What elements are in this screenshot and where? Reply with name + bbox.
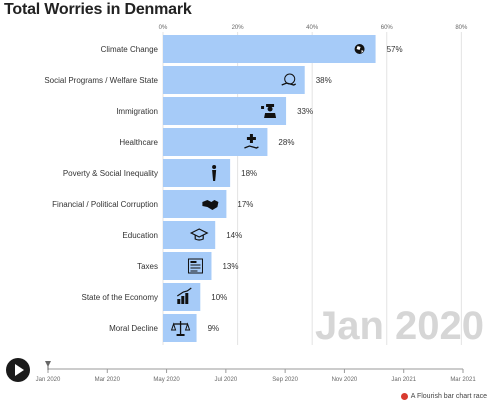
rising-bar-chart-icon — [176, 287, 192, 304]
bar — [163, 314, 197, 342]
timeline-label[interactable]: Mar 2020 — [95, 377, 121, 383]
category-label: Taxes — [137, 262, 158, 271]
value-label: 17% — [237, 200, 253, 209]
x-tick-label: 40% — [306, 25, 319, 31]
timeline[interactable]: Jan 2020 Mar 2020 May 2020 Jul 2020 Sep 2020… — [36, 361, 477, 383]
x-axis-ticks: 0% 20% 40% 60% 80% — [159, 25, 468, 31]
period-label: Jan 2020 — [315, 304, 484, 348]
value-label: 13% — [222, 262, 238, 271]
timeline-handle[interactable] — [45, 361, 51, 367]
bar-group: State of the Economy 10% — [82, 283, 227, 311]
bar-group: Education 14% — [122, 221, 242, 249]
category-label: Healthcare — [119, 138, 158, 147]
handshake-icon — [202, 200, 219, 210]
play-button[interactable] — [6, 358, 30, 382]
value-label: 10% — [211, 293, 227, 302]
flourish-credit[interactable]: A Flourish bar chart race — [400, 393, 487, 400]
category-label: Immigration — [116, 107, 158, 116]
value-label: 57% — [387, 45, 403, 54]
value-label: 33% — [297, 107, 313, 116]
person-standing-icon — [212, 165, 217, 181]
category-label: Climate Change — [101, 45, 159, 54]
category-label: State of the Economy — [82, 293, 159, 302]
value-label: 14% — [226, 231, 242, 240]
hand-holding-coin-icon — [281, 73, 297, 86]
x-tick-label: 60% — [381, 25, 394, 31]
category-label: Education — [122, 231, 158, 240]
play-icon — [15, 364, 24, 376]
bar-group: Social Programs / Welfare State 38% — [44, 66, 332, 94]
bars: Climate Change 57% Social Programs / Welfa… — [44, 35, 403, 342]
bar — [163, 252, 212, 280]
value-label: 38% — [316, 76, 332, 85]
officer-icon — [261, 104, 277, 118]
timeline-label[interactable]: Jul 2020 — [215, 377, 238, 383]
flourish-logo-icon — [400, 393, 408, 400]
timeline-label[interactable]: Jan 2021 — [391, 377, 416, 383]
value-label: 18% — [241, 169, 257, 178]
scales-icon — [170, 321, 191, 336]
timeline-label[interactable]: Sep 2020 — [272, 377, 298, 383]
timeline-label[interactable]: May 2020 — [153, 377, 180, 383]
category-label: Social Programs / Welfare State — [44, 76, 158, 85]
category-label: Moral Decline — [109, 324, 158, 333]
bar — [163, 159, 231, 187]
bar-group: Moral Decline 9% — [109, 314, 219, 342]
x-tick-label: 0% — [159, 25, 168, 31]
chart-title: Total Worries in Denmark — [4, 1, 192, 18]
tax-form-icon — [187, 258, 203, 274]
bar — [163, 35, 376, 63]
hand-medical-cross-icon — [244, 134, 259, 149]
bar — [163, 221, 216, 249]
value-label: 9% — [208, 324, 220, 333]
bar-group: Healthcare 28% — [119, 128, 294, 156]
flourish-credit-label: A Flourish bar chart race — [410, 393, 487, 400]
bar-group: Climate Change 57% — [101, 35, 403, 63]
value-label: 28% — [278, 138, 294, 147]
timeline-label[interactable]: Mar 2021 — [450, 377, 476, 383]
bar — [163, 97, 287, 125]
globe-icon — [354, 44, 365, 54]
category-label: Poverty & Social Inequality — [63, 169, 158, 178]
bar-group: Financial / Political Corruption 17% — [52, 190, 253, 218]
bar — [163, 66, 305, 94]
x-tick-label: 80% — [455, 25, 468, 31]
timeline-label[interactable]: Nov 2020 — [332, 377, 358, 383]
bar-group: Immigration 33% — [116, 97, 313, 125]
bar-group: Poverty & Social Inequality 18% — [63, 159, 257, 187]
x-tick-label: 20% — [232, 25, 245, 31]
bar-group: Taxes 13% — [137, 252, 238, 280]
category-label: Financial / Political Corruption — [52, 200, 158, 209]
graduation-cap-icon — [189, 228, 209, 241]
timeline-label[interactable]: Jan 2020 — [36, 377, 61, 383]
